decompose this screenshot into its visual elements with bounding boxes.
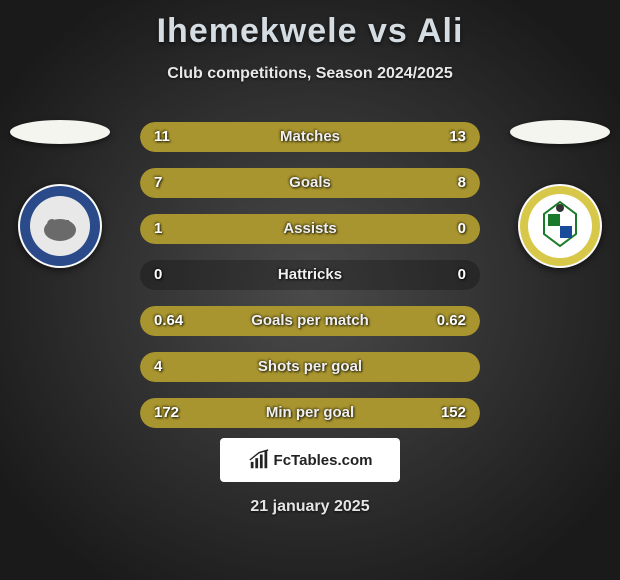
- stat-value-right: 13: [449, 122, 466, 152]
- stat-value-left: 172: [154, 398, 179, 428]
- stat-value-left: 1: [154, 214, 162, 244]
- stat-row: Hattricks0 0: [140, 260, 480, 290]
- page-subtitle: Club competitions, Season 2024/2025: [0, 65, 620, 83]
- stat-row: Shots per goal4: [140, 352, 480, 382]
- left-player-name-oval: [10, 120, 110, 144]
- stat-value-right: 152: [441, 398, 466, 428]
- right-player-name-oval: [510, 120, 610, 144]
- stat-value-right: 0: [458, 214, 466, 244]
- stat-label: Shots per goal: [140, 352, 480, 382]
- brand-text: FcTables.com: [274, 452, 373, 469]
- stat-value-right: 0.62: [437, 306, 466, 336]
- right-club-crest: [518, 184, 602, 268]
- stat-label: Min per goal: [140, 398, 480, 428]
- brand-badge[interactable]: FcTables.com: [220, 438, 400, 482]
- stat-row: Goals7 8: [140, 168, 480, 198]
- stat-row: Min per goal172 152: [140, 398, 480, 428]
- left-player-column: [10, 120, 110, 268]
- stat-row: Matches11 13: [140, 122, 480, 152]
- stat-value-left: 7: [154, 168, 162, 198]
- crest-left-icon: [18, 184, 102, 268]
- right-player-column: [510, 120, 610, 268]
- chart-icon: [248, 449, 270, 471]
- crest-right-icon: [518, 184, 602, 268]
- stat-row: Assists1 0: [140, 214, 480, 244]
- stat-label: Goals per match: [140, 306, 480, 336]
- page-title: Ihemekwele vs Ali: [0, 0, 620, 51]
- left-club-crest: [18, 184, 102, 268]
- stat-value-left: 4: [154, 352, 162, 382]
- stat-label: Matches: [140, 122, 480, 152]
- stats-panel: Matches1113Goals78Assists10Hattricks00Go…: [140, 122, 480, 444]
- stat-label: Assists: [140, 214, 480, 244]
- footer-date: 21 january 2025: [0, 498, 620, 516]
- stat-value-left: 0.64: [154, 306, 183, 336]
- stat-value-right: 0: [458, 260, 466, 290]
- stat-value-left: 11: [154, 122, 170, 152]
- stat-value-left: 0: [154, 260, 162, 290]
- stat-value-right: 8: [458, 168, 466, 198]
- stat-label: Hattricks: [140, 260, 480, 290]
- stat-label: Goals: [140, 168, 480, 198]
- stat-row: Goals per match0.64 0.62: [140, 306, 480, 336]
